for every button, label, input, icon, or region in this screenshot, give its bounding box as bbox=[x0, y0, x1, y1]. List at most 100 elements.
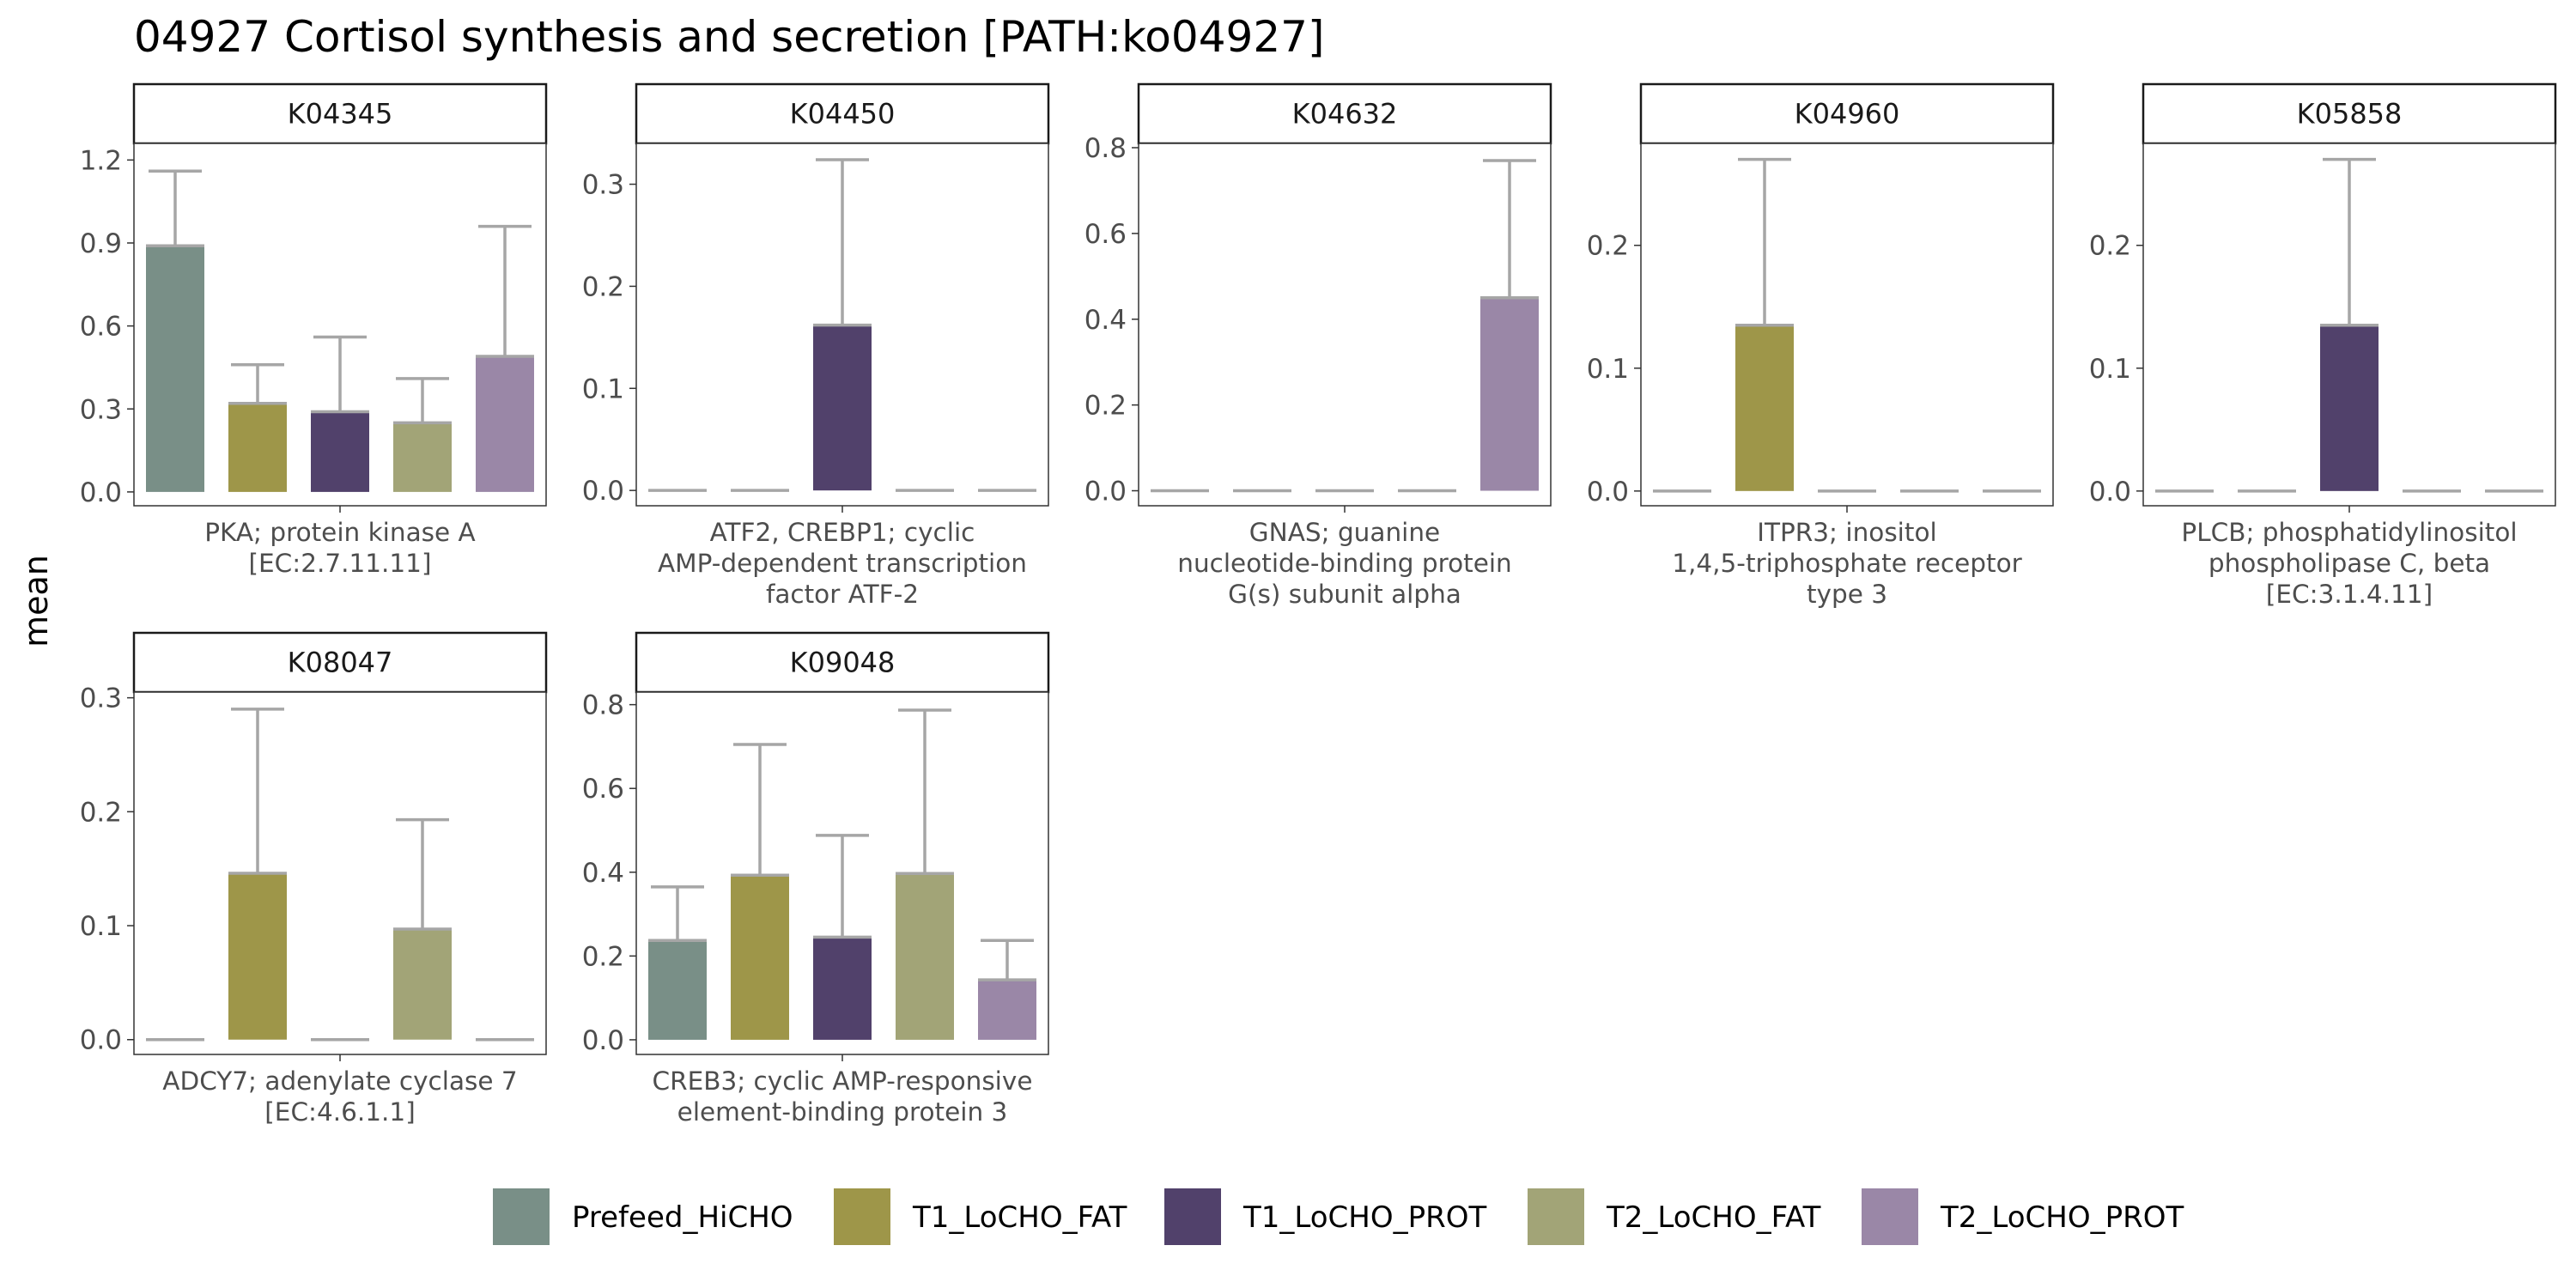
strip-box bbox=[1137, 82, 1552, 145]
y-tick-label: 0.2 bbox=[2089, 231, 2131, 262]
bar-t1-locho-fat bbox=[228, 403, 287, 492]
y-tick-label: 0.6 bbox=[582, 774, 624, 805]
strip-label: K04960 bbox=[1795, 98, 1900, 131]
y-tick-label: 0.4 bbox=[1084, 305, 1127, 336]
x-category-label: PLCB; phosphatidylinositol bbox=[2181, 518, 2517, 547]
y-tick-label: 0.2 bbox=[1587, 231, 1629, 262]
legend-item: T1_LoCHO_PROT bbox=[1164, 1188, 1487, 1245]
y-tick-label: 0.4 bbox=[582, 858, 624, 889]
strip-label: K09048 bbox=[790, 647, 896, 679]
x-category-label: ITPR3; inositol bbox=[1757, 518, 1936, 547]
facet-panel-k04345: K04345 0.0 0.3 0.6 0.9 1.2 PKA; protein kinase… bbox=[80, 82, 548, 578]
x-category-label: CREB3; cyclic AMP-responsive bbox=[652, 1066, 1032, 1096]
y-tick-label: 0.8 bbox=[1084, 133, 1127, 164]
y-tick-label: 1.2 bbox=[80, 145, 122, 176]
legend-label: T2_LoCHO_FAT bbox=[1606, 1200, 1821, 1235]
bar-prefeed-hicho bbox=[146, 246, 204, 492]
legend-key bbox=[1862, 1188, 1918, 1245]
bar-t1-locho-fat bbox=[1735, 325, 1794, 491]
x-category-label: ATF2, CREBP1; cyclic bbox=[710, 518, 975, 547]
legend-label: T2_LoCHO_PROT bbox=[1940, 1200, 2184, 1235]
strip-box bbox=[132, 82, 548, 145]
panel-frame bbox=[133, 691, 547, 1055]
strip-label: K04345 bbox=[288, 98, 393, 131]
y-tick-label: 0.2 bbox=[582, 271, 624, 302]
bar-t1-locho-fat bbox=[731, 875, 789, 1040]
legend: Prefeed_HiCHO T1_LoCHO_FAT T1_LoCHO_PROT T2… bbox=[493, 1188, 2184, 1245]
y-tick-label: 0.2 bbox=[1084, 391, 1127, 422]
strip-box bbox=[1639, 82, 2055, 145]
strip-box bbox=[635, 82, 1050, 145]
y-axis-label: mean bbox=[17, 555, 55, 647]
y-tick-label: 0.2 bbox=[582, 941, 624, 972]
x-category-label: element-binding protein 3 bbox=[677, 1097, 1008, 1127]
x-category-label: AMP-dependent transcription bbox=[658, 549, 1027, 578]
strip-label: K04632 bbox=[1292, 98, 1398, 131]
bar-t1-locho-prot bbox=[813, 325, 872, 491]
legend-label: T1_LoCHO_PROT bbox=[1242, 1200, 1487, 1235]
facet-panel-k04450: K04450 0.0 0.1 0.2 0.3 ATF2, CREBP1; cyclicAM… bbox=[582, 82, 1050, 609]
y-tick-label: 0.0 bbox=[80, 1025, 122, 1056]
facet-panel-k05858: K05858 0.0 0.1 0.2 PLCB; phosphatidylinosito… bbox=[2089, 82, 2557, 609]
legend-item: T2_LoCHO_PROT bbox=[1862, 1188, 2184, 1245]
x-category-label: GNAS; guanine bbox=[1249, 518, 1440, 547]
facet-panels: K04345 0.0 0.3 0.6 0.9 1.2 PKA; protein kinase… bbox=[80, 82, 2557, 1127]
y-tick-label: 0.2 bbox=[80, 797, 122, 828]
x-category-label: ADCY7; adenylate cyclase 7 bbox=[162, 1066, 517, 1096]
y-tick-label: 0.3 bbox=[80, 394, 122, 425]
bar-t2-locho-prot bbox=[978, 980, 1036, 1040]
x-category-label: type 3 bbox=[1807, 580, 1887, 609]
x-category-label: PKA; protein kinase A bbox=[204, 518, 475, 547]
bar-t1-locho-prot bbox=[311, 411, 369, 492]
panel-frame bbox=[1640, 143, 2054, 507]
x-category-label: G(s) subunit alpha bbox=[1228, 580, 1461, 609]
y-tick-label: 0.8 bbox=[582, 690, 624, 721]
chart-title: 04927 Cortisol synthesis and secretion [… bbox=[134, 12, 1324, 62]
bar-t2-locho-fat bbox=[896, 873, 954, 1040]
y-tick-label: 0.0 bbox=[582, 1025, 624, 1056]
y-tick-label: 0.1 bbox=[582, 374, 624, 404]
bar-t1-locho-prot bbox=[813, 937, 872, 1040]
legend-item: Prefeed_HiCHO bbox=[493, 1188, 793, 1245]
legend-key bbox=[1164, 1188, 1221, 1245]
strip-label: K08047 bbox=[288, 647, 393, 679]
strip-label: K05858 bbox=[2297, 98, 2403, 131]
y-tick-label: 0.0 bbox=[1084, 477, 1127, 507]
strip-box bbox=[2142, 82, 2557, 145]
y-tick-label: 0.3 bbox=[80, 683, 122, 714]
legend-item: T2_LoCHO_FAT bbox=[1528, 1188, 1821, 1245]
bar-t1-locho-fat bbox=[228, 873, 287, 1040]
bar-t2-locho-fat bbox=[393, 422, 452, 492]
y-tick-label: 0.1 bbox=[1587, 354, 1629, 385]
facet-panel-k04960: K04960 0.0 0.1 0.2 ITPR3; inositol1,4,5-trip… bbox=[1587, 82, 2055, 609]
bar-prefeed-hicho bbox=[648, 940, 707, 1040]
facet-panel-k09048: K09048 0.0 0.2 0.4 0.6 0.8 CREB3; cyclic AMP-r… bbox=[582, 631, 1050, 1127]
legend-item: T1_LoCHO_FAT bbox=[834, 1188, 1127, 1245]
y-tick-label: 0.0 bbox=[80, 477, 122, 508]
facet-panel-k04632: K04632 0.0 0.2 0.4 0.6 0.8 GNAS; guaninenucleo… bbox=[1084, 82, 1552, 609]
facet-panel-k08047: K08047 0.0 0.1 0.2 0.3 ADCY7; adenylate cycla… bbox=[80, 631, 548, 1127]
strip-label: K04450 bbox=[790, 98, 896, 131]
legend-key bbox=[493, 1188, 550, 1245]
x-category-label: 1,4,5-triphosphate receptor bbox=[1672, 549, 2022, 578]
x-category-label: nucleotide-binding protein bbox=[1177, 549, 1512, 578]
y-tick-label: 0.0 bbox=[2089, 477, 2131, 507]
x-category-label: [EC:2.7.11.11] bbox=[249, 549, 432, 578]
legend-key bbox=[1528, 1188, 1584, 1245]
bar-t2-locho-prot bbox=[1480, 297, 1539, 491]
y-tick-label: 0.6 bbox=[80, 312, 122, 343]
x-category-label: phospholipase C, beta bbox=[2208, 549, 2490, 578]
legend-label: T1_LoCHO_FAT bbox=[912, 1200, 1127, 1235]
y-tick-label: 0.1 bbox=[80, 911, 122, 942]
bar-t2-locho-fat bbox=[393, 929, 452, 1040]
bar-t2-locho-prot bbox=[476, 356, 534, 492]
strip-box bbox=[132, 631, 548, 694]
y-tick-label: 0.0 bbox=[582, 476, 624, 507]
legend-key bbox=[834, 1188, 890, 1245]
y-tick-label: 0.9 bbox=[80, 228, 122, 259]
x-category-label: factor ATF-2 bbox=[766, 580, 919, 609]
y-tick-label: 0.3 bbox=[582, 170, 624, 201]
y-tick-label: 0.1 bbox=[2089, 354, 2131, 385]
y-tick-label: 0.6 bbox=[1084, 219, 1127, 250]
